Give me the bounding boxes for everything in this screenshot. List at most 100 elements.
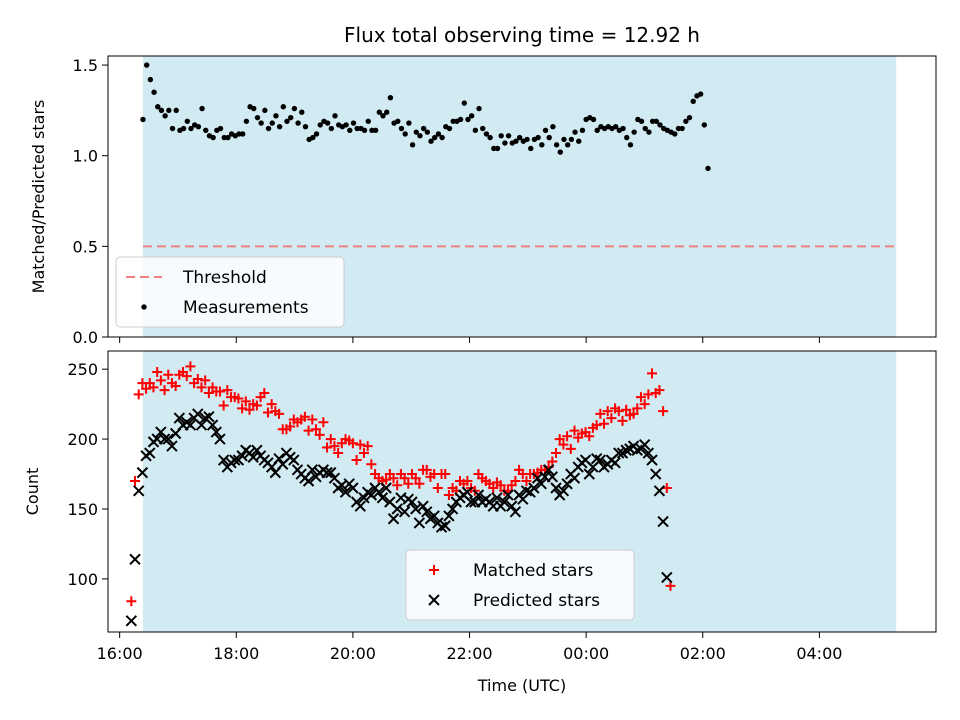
data-point [380, 482, 392, 494]
chart-title: Flux total observing time = 12.92 h [344, 23, 700, 47]
data-point [424, 129, 431, 135]
data-point [388, 473, 399, 484]
data-point [303, 425, 314, 436]
data-point [516, 134, 523, 141]
data-point [417, 133, 423, 139]
data-point [468, 113, 475, 119]
data-point [280, 104, 287, 110]
data-point [129, 553, 141, 566]
data-point [591, 420, 602, 431]
data-point [221, 134, 227, 141]
data-point [542, 464, 555, 476]
data-point [251, 105, 257, 112]
data-point [653, 118, 660, 124]
data-point [380, 113, 386, 119]
data-point [642, 447, 655, 459]
data-point [465, 116, 471, 123]
data-point [646, 454, 658, 466]
data-point [162, 433, 174, 445]
data-point [214, 433, 226, 445]
data-point [432, 483, 443, 494]
data-point [510, 476, 521, 487]
data-point [155, 104, 161, 110]
data-point [355, 439, 366, 450]
data-point [180, 125, 187, 132]
data-point [446, 503, 459, 515]
x-tick-label: 16:00 [97, 644, 143, 663]
data-point [683, 118, 689, 124]
data-point [133, 389, 144, 400]
data-point [528, 145, 534, 152]
y-axis-title: Matched/Predicted stars [29, 100, 48, 294]
data-point [354, 125, 360, 132]
data-point [557, 149, 563, 155]
data-point [265, 125, 272, 132]
data-point [647, 368, 658, 379]
data-point [594, 454, 607, 466]
data-point [322, 442, 333, 453]
data-point [450, 118, 456, 124]
data-point [461, 100, 467, 106]
y-tick-label: 0.0 [73, 328, 98, 347]
data-point [395, 118, 401, 124]
data-point [210, 426, 222, 438]
data-point [551, 448, 562, 459]
data-point [376, 109, 383, 115]
data-point [495, 480, 506, 491]
data-point [413, 517, 426, 529]
data-point [398, 125, 405, 132]
data-point [462, 476, 473, 487]
data-point [617, 415, 628, 426]
data-point [188, 125, 194, 132]
data-point [679, 125, 685, 132]
data-point [561, 478, 573, 490]
data-point [365, 489, 378, 501]
data-point [628, 408, 639, 419]
data-point [599, 418, 610, 429]
data-point [521, 476, 532, 487]
data-point [276, 124, 283, 130]
data-point [491, 492, 503, 504]
data-point [173, 107, 179, 114]
data-point [262, 107, 268, 114]
data-point [306, 464, 318, 476]
data-point [502, 140, 508, 146]
data-point [535, 478, 547, 490]
data-point [199, 105, 205, 112]
data-point [148, 382, 159, 393]
data-point [328, 125, 335, 132]
data-point [222, 385, 233, 396]
data-point [358, 448, 369, 459]
data-point [387, 94, 394, 101]
data-point [576, 138, 582, 144]
data-point [612, 124, 619, 130]
data-point [376, 492, 389, 504]
data-point [539, 142, 545, 148]
data-point [476, 105, 482, 112]
data-point [217, 454, 230, 466]
data-point [403, 478, 414, 489]
data-point [143, 62, 150, 68]
data-point [169, 125, 176, 132]
data-point [440, 469, 451, 480]
y-tick-label: 100 [67, 570, 98, 589]
data-point [639, 399, 650, 410]
x-tick-label: 22:00 [446, 644, 492, 663]
axes-frame [107, 350, 937, 633]
data-point [690, 98, 696, 105]
data-point [635, 392, 646, 403]
data-point [365, 118, 371, 124]
data-point [590, 116, 597, 123]
data-point [558, 439, 569, 450]
data-point [332, 113, 338, 119]
data-point [155, 375, 166, 386]
x-tick-label: 02:00 [680, 644, 726, 663]
x-tick-label: 04:00 [796, 644, 842, 663]
data-point [351, 455, 362, 466]
data-point [152, 366, 163, 377]
data-point [192, 373, 203, 384]
data-point [472, 489, 485, 501]
data-point [217, 125, 224, 132]
x-tick-label: 20:00 [330, 644, 376, 663]
